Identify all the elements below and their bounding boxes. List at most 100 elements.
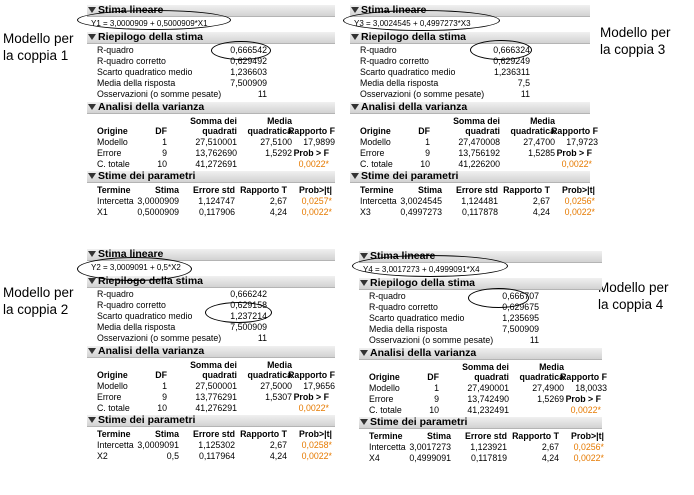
analisi-varianza-header[interactable]: Analisi della varianza (350, 101, 590, 114)
summary-label: Scarto quadratico medio (369, 313, 465, 323)
params-table: Termine Stima Errore std Rapporto T Prob>|t|… (87, 427, 335, 463)
stima-lineare-header[interactable]: Stima lineare (359, 250, 602, 263)
disclosure-triangle-icon[interactable] (88, 173, 96, 179)
stima-lineare-header[interactable]: Stima lineare (87, 4, 335, 17)
caption-line: Modello per (3, 285, 74, 300)
disclosure-triangle-icon[interactable] (360, 253, 368, 259)
riepilogo-stima-header[interactable]: Riepilogo della stima (87, 31, 335, 44)
disclosure-triangle-icon[interactable] (351, 104, 359, 110)
stima-lineare-header-label: Stima lineare (361, 4, 427, 16)
stima-lineare-header[interactable]: Stima lineare (87, 248, 335, 261)
summary-value: 0,629492 (230, 56, 267, 66)
summary-label: R-quadro corretto (97, 56, 166, 66)
anova-df: 10 (157, 403, 167, 413)
analisi-varianza-header[interactable]: Analisi della varianza (87, 101, 335, 114)
col-header-somma: Somma dei (453, 116, 500, 126)
summary-label: Osservazioni (o somme pesate) (369, 335, 494, 345)
disclosure-triangle-icon[interactable] (88, 348, 96, 354)
disclosure-triangle-icon[interactable] (88, 104, 96, 110)
col-header-df: DF (155, 126, 167, 136)
caption-line: la coppia 2 (3, 302, 69, 317)
param-stima: 0,5000909 (137, 207, 179, 217)
anova-ss: 27,510001 (195, 137, 237, 147)
summary-row: Scarto quadratico medio 1,235695 (369, 313, 539, 323)
riepilogo-stima-header-label: Riepilogo della stima (98, 275, 204, 287)
stime-parametri-header[interactable]: Stime dei parametri (350, 170, 590, 183)
anova-source: Modello (97, 137, 128, 147)
analisi-varianza-header[interactable]: Analisi della varianza (87, 345, 335, 358)
anova-f-value: 18,0033 (575, 383, 607, 393)
disclosure-triangle-icon[interactable] (351, 173, 359, 179)
anova-df: 10 (429, 405, 439, 415)
regression-equation: Y2 = 3,0009091 + 0,5*X2 (91, 263, 181, 272)
anova-source: Errore (97, 148, 122, 158)
disclosure-triangle-icon[interactable] (88, 7, 96, 13)
param-prob: 0,0022* (573, 453, 604, 463)
col-header-stima: Stima (155, 429, 179, 439)
param-rapporto-t: 4,24 (541, 453, 559, 463)
summary-row: R-quadro corretto 0,629158 (97, 300, 267, 310)
col-header-df: DF (418, 126, 430, 136)
stime-parametri-header[interactable]: Stime dei parametri (359, 416, 602, 429)
col-header-media: Media (267, 116, 292, 126)
disclosure-triangle-icon[interactable] (88, 34, 96, 40)
summary-row: Scarto quadratico medio 1,236311 (360, 67, 530, 77)
stime-parametri-header-label: Stime dei parametri (98, 170, 196, 182)
param-term: X3 (360, 207, 371, 217)
anova-df: 9 (162, 148, 167, 158)
anova-ss: 13,756192 (458, 148, 500, 158)
anova-ss: 27,490001 (467, 383, 509, 393)
anova-f-value: 17,9723 (566, 137, 598, 147)
disclosure-triangle-icon[interactable] (88, 417, 96, 423)
disclosure-triangle-icon[interactable] (360, 350, 368, 356)
disclosure-triangle-icon[interactable] (88, 251, 96, 257)
anova-ss: 13,776291 (195, 392, 237, 402)
caption-line: Modello per (600, 25, 671, 40)
riepilogo-stima-header[interactable]: Riepilogo della stima (350, 31, 590, 44)
col-header-origine: Origine (369, 372, 400, 382)
stime-parametri-header[interactable]: Stime dei parametri (87, 170, 335, 183)
col-header-origine: Origine (97, 370, 128, 380)
anova-df: 1 (434, 383, 439, 393)
param-rapporto-t: 2,67 (532, 196, 550, 206)
regression-panel-4: Stima lineare Y4 = 3,0017273 + 0,4999091*… (359, 250, 607, 465)
summary-label: Media della risposta (360, 78, 439, 88)
riepilogo-stima-header[interactable]: Riepilogo della stima (87, 275, 335, 288)
param-term: X1 (97, 207, 108, 217)
caption-coppia-1: Modello per la coppia 1 (3, 30, 74, 64)
summary-row: Media della risposta 7,500909 (369, 324, 539, 334)
disclosure-triangle-icon[interactable] (351, 7, 359, 13)
caption-line: la coppia 3 (600, 42, 666, 57)
anova-source: Modello (97, 381, 128, 391)
stime-parametri-header[interactable]: Stime dei parametri (87, 414, 335, 427)
param-prob: 0,0022* (564, 207, 595, 217)
analisi-varianza-header[interactable]: Analisi della varianza (359, 347, 602, 360)
anova-ms: 27,5000 (260, 381, 292, 391)
param-term: Intercetta (360, 196, 397, 206)
col-header-prob-f: Prob > F (293, 392, 329, 402)
col-header-quadrati: quadrati (202, 370, 237, 380)
disclosure-triangle-icon[interactable] (88, 278, 96, 284)
caption-coppia-2: Modello per la coppia 2 (3, 284, 74, 318)
anova-ms: 1,5292 (265, 148, 292, 158)
disclosure-triangle-icon[interactable] (360, 280, 368, 286)
summary-row: Media della risposta 7,5 (360, 78, 530, 88)
param-rapporto-t: 2,67 (541, 442, 559, 452)
riepilogo-stima-header[interactable]: Riepilogo della stima (359, 277, 602, 290)
param-term: Intercetta (369, 442, 406, 452)
col-header-rapporto-f: Rapporto F (288, 370, 335, 380)
analisi-varianza-header-label: Analisi della varianza (98, 345, 205, 357)
col-header-rapporto-f: Rapporto F (288, 126, 335, 136)
summary-row: R-quadro 0,666242 (97, 289, 267, 299)
summary-value: 0,629675 (502, 302, 539, 312)
summary-value: 11 (257, 89, 267, 99)
param-errore-std: 1,124747 (198, 196, 235, 206)
summary-value: 1,235695 (502, 313, 539, 323)
stima-lineare-header[interactable]: Stima lineare (350, 4, 590, 17)
params-table: Termine Stima Errore std Rapporto T Prob>|t|… (87, 183, 335, 219)
disclosure-triangle-icon[interactable] (360, 419, 368, 425)
stime-parametri-header-label: Stime dei parametri (98, 414, 196, 426)
params-table: Termine Stima Errore std Rapporto T Prob>|t|… (350, 183, 595, 219)
riepilogo-stima-header-label: Riepilogo della stima (98, 31, 204, 43)
disclosure-triangle-icon[interactable] (351, 34, 359, 40)
